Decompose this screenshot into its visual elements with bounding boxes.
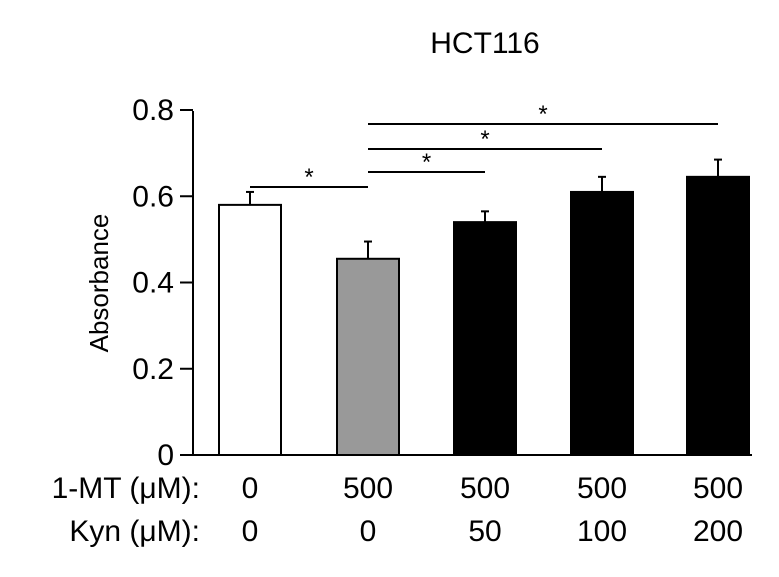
- significance-star-2: *: [480, 126, 489, 153]
- y-tick-label-3: 0.6: [132, 180, 174, 213]
- bar-0: [218, 203, 282, 456]
- bar-4: [686, 175, 750, 456]
- y-tick-label-2: 0.4: [132, 267, 174, 300]
- y-axis-label: Absorbance: [84, 214, 114, 353]
- chart-title: HCT116: [430, 27, 539, 60]
- category-kyn-2: 50: [468, 515, 501, 548]
- y-tick-label-4: 0.8: [132, 94, 174, 127]
- bar-3: [570, 190, 634, 456]
- category-mt-1: 500: [343, 472, 393, 505]
- category-mt-2: 500: [460, 472, 510, 505]
- significance-star-3: *: [538, 101, 547, 128]
- y-tick-label-0: 0: [157, 439, 174, 472]
- category-mt-0: 0: [242, 472, 259, 505]
- category-mt-4: 500: [693, 472, 743, 505]
- bar-2: [453, 221, 517, 456]
- y-tick-label-1: 0.2: [132, 353, 174, 386]
- category-kyn-3: 100: [577, 515, 627, 548]
- category-kyn-0: 0: [242, 515, 259, 548]
- category-kyn-4: 200: [693, 515, 743, 548]
- category-kyn-1: 0: [360, 515, 377, 548]
- significance-star-1: *: [422, 149, 431, 176]
- category-mt-3: 500: [577, 472, 627, 505]
- significance-star-0: *: [304, 164, 313, 191]
- row-label-1mt: 1-MT (μM):: [52, 472, 200, 505]
- bar-1: [336, 257, 400, 456]
- row-label-kyn: Kyn (μM):: [69, 515, 200, 548]
